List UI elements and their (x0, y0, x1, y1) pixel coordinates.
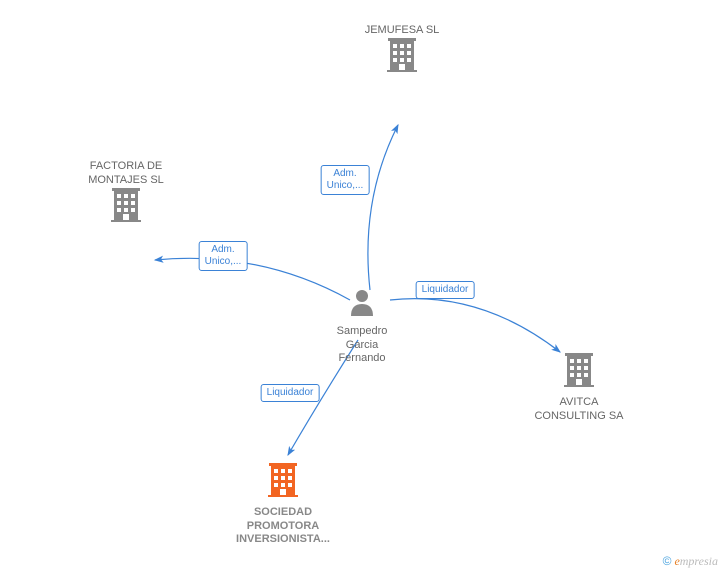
building-icon (564, 353, 594, 392)
watermark-text: mpresia (680, 554, 718, 568)
person-icon (349, 288, 375, 321)
edge-jemufesa (368, 125, 398, 290)
edge-label-factoria: Adm. Unico,... (199, 241, 248, 271)
company-node-jemufesa[interactable]: JEMUFESA SL (342, 20, 462, 77)
building-icon (268, 463, 298, 502)
edge-label-avitca: Liquidador (416, 281, 475, 299)
company-node-avitca[interactable]: AVITCA CONSULTING SA (519, 353, 639, 423)
watermark: ©empresia (663, 554, 718, 569)
edge-label-sociedad: Liquidador (261, 384, 320, 402)
company-label: FACTORIA DE MONTAJES SL (66, 160, 186, 188)
building-icon (111, 188, 141, 227)
edge-avitca (390, 299, 560, 352)
building-icon (387, 38, 417, 77)
center-person-label: Sampedro Garcia Fernando (322, 325, 402, 366)
diagram-canvas: Adm. Unico,... Adm. Unico,... Liquidador Li… (0, 0, 728, 575)
company-label: SOCIEDAD PROMOTORA INVERSIONISTA... (223, 506, 343, 547)
company-node-sociedad[interactable]: SOCIEDAD PROMOTORA INVERSIONISTA... (223, 463, 343, 547)
company-node-factoria[interactable]: FACTORIA DE MONTAJES SL (66, 156, 186, 226)
company-label: AVITCA CONSULTING SA (519, 396, 639, 424)
copyright-symbol: © (663, 554, 672, 568)
company-label: JEMUFESA SL (342, 24, 462, 38)
edge-factoria (155, 258, 350, 300)
edge-label-jemufesa: Adm. Unico,... (321, 165, 370, 195)
center-person-node[interactable]: Sampedro Garcia Fernando (322, 288, 402, 366)
